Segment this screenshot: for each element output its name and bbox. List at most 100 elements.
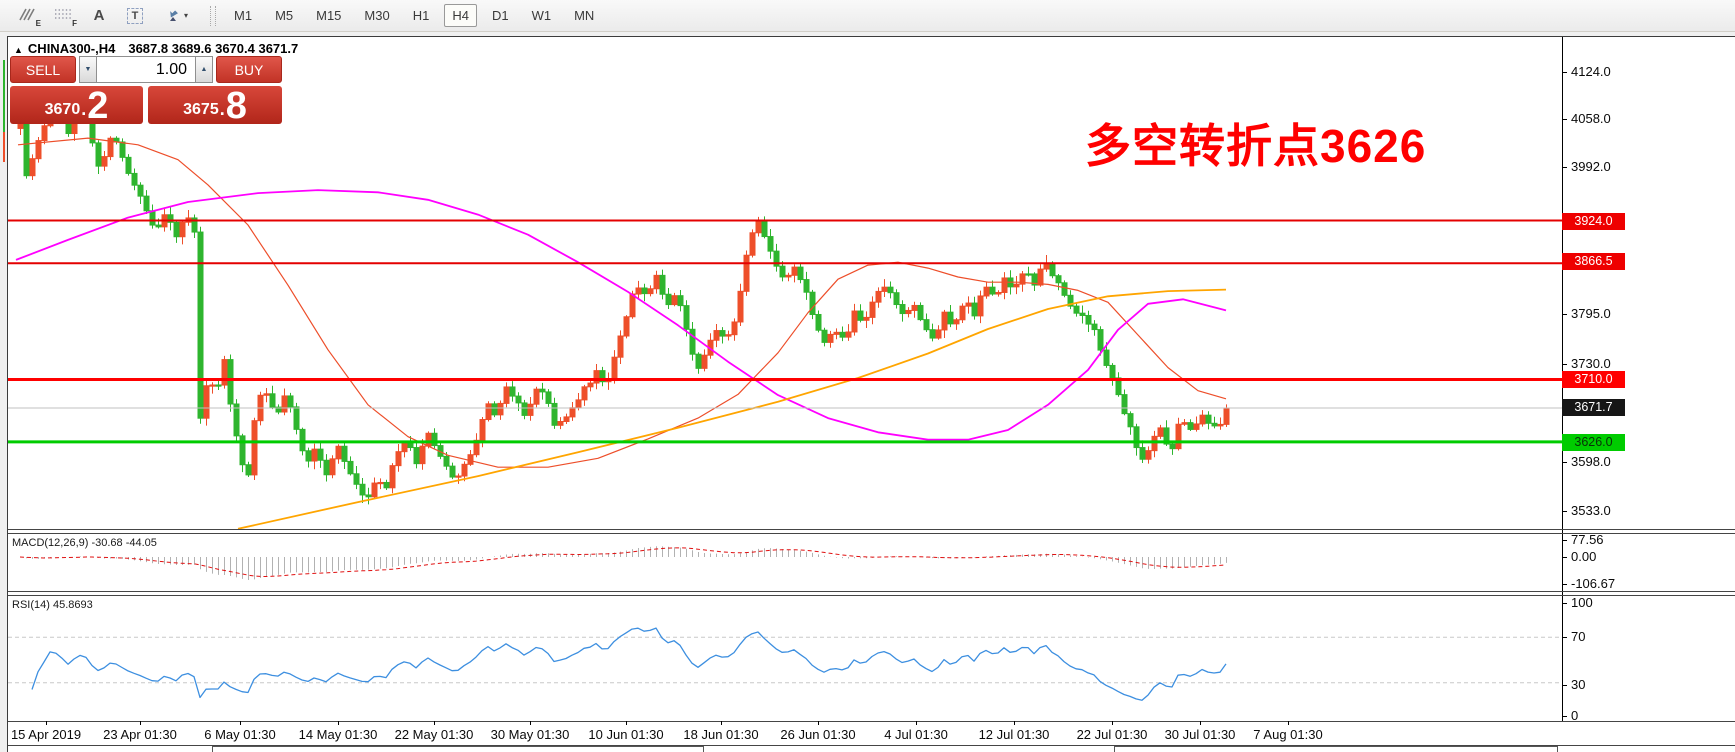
tf-button-m30[interactable]: M30 (364, 8, 390, 23)
price-axis[interactable]: 4124.0 4058.0 3992.0 3795.0 3730.0 3598.0 3533… (1562, 0, 1735, 752)
volume-decrease-button[interactable]: ▼ (79, 56, 97, 83)
text-label-icon[interactable]: T (120, 4, 150, 28)
date-tick (626, 721, 627, 725)
volume-increase-button[interactable]: ▲ (195, 56, 213, 83)
date-tick (1014, 721, 1015, 725)
price-tick-label: 3795.0 (1571, 306, 1611, 321)
grid-dots-icon[interactable]: F (48, 4, 78, 28)
chart-title: ▲ CHINA300-,H4 3687.8 3689.6 3670.4 3671.7 (14, 41, 298, 56)
date-tick (46, 721, 47, 725)
date-label: 15 Apr 2019 (10, 727, 82, 742)
symbol-label: CHINA300-,H4 (27, 41, 116, 56)
background-window-tab[interactable] (212, 746, 704, 752)
tf-button-w1[interactable]: W1 (531, 8, 552, 23)
bid-price-box[interactable]: 3670. 2 (10, 86, 143, 125)
rsi-tick-label: 30 (1571, 677, 1586, 692)
price-tick (1562, 166, 1567, 168)
text-icon[interactable]: A (93, 7, 105, 24)
rsi-label: RSI(14) 45.8693 (12, 599, 93, 611)
macd-tick-label: 77.56 (1571, 532, 1604, 547)
rsi-tick-label: 100 (1571, 595, 1593, 610)
buy-button[interactable]: BUY (216, 56, 282, 83)
background-window-tab[interactable] (1114, 746, 1558, 752)
window-gutter (0, 32, 1735, 37)
trade-controls-row: SELL ▼ ▲ BUY (10, 56, 282, 83)
date-label: 4 Jul 01:30 (884, 727, 948, 742)
macd-tick-label: 0.00 (1571, 549, 1597, 564)
date-label: 30 Jul 01:30 (1164, 727, 1236, 742)
price-tick (1562, 461, 1567, 463)
panel-separator[interactable] (8, 533, 1735, 534)
tf-button-d1[interactable]: D1 (491, 8, 509, 23)
window-gutter-left (0, 37, 7, 752)
date-tick (338, 721, 339, 725)
price-tick (1562, 363, 1567, 365)
date-label: 22 Jul 01:30 (1076, 727, 1148, 742)
panel-separator[interactable] (8, 595, 1735, 596)
moving-average-ma-long (237, 288, 1227, 529)
moving-average-ma-slow (15, 189, 1227, 441)
indicators-hatch-icon[interactable]: E (12, 4, 42, 28)
collapse-triangle-icon[interactable]: ▲ (14, 45, 23, 55)
panel-separator (8, 745, 1735, 746)
dropdown-caret-icon: ▾ (183, 11, 188, 20)
macd-indicator-panel[interactable] (8, 534, 1562, 590)
panel-separator[interactable] (8, 591, 1735, 592)
rsi-tick-label: 0 (1571, 708, 1579, 723)
price-tick-label: 3992.0 (1571, 159, 1611, 174)
price-level-badge: 3671.7 (1562, 398, 1625, 416)
date-tick (818, 721, 819, 725)
date-tick (140, 721, 141, 725)
arrow-objects-icon[interactable]: ▾ (156, 4, 196, 28)
price-level-badge: 3866.5 (1562, 252, 1625, 270)
date-tick (240, 721, 241, 725)
panel-separator[interactable] (8, 529, 1735, 530)
date-tick (1288, 721, 1289, 725)
rsi-tick-label: 70 (1571, 629, 1586, 644)
date-tick (530, 721, 531, 725)
ask-big-digit: 8 (225, 84, 247, 127)
date-label: 18 Jun 01:30 (683, 727, 759, 742)
price-level-badge: 3710.0 (1562, 370, 1625, 388)
icon-sub-label: F (72, 18, 77, 28)
price-tick-label: 4058.0 (1571, 111, 1611, 126)
toolbar-drag-handle[interactable] (210, 5, 216, 26)
chart-window-border (7, 36, 8, 752)
date-label: 6 May 01:30 (204, 727, 276, 742)
date-label: 7 Aug 01:30 (1253, 727, 1323, 742)
date-tick (916, 721, 917, 725)
date-axis[interactable]: 15 Apr 2019 23 Apr 01:30 6 May 01:30 14 May… (8, 721, 1562, 745)
chart-annotation-text: 多空转折点3626 (1085, 120, 1427, 172)
tf-button-mn[interactable]: MN (574, 8, 595, 23)
price-tick-label: 3730.0 (1571, 356, 1611, 371)
arrows-glyph (169, 9, 178, 21)
ohlc-values: 3687.8 3689.6 3670.4 3671.7 (128, 41, 299, 56)
tf-button-h1[interactable]: H1 (412, 8, 430, 23)
price-tick (1562, 510, 1567, 512)
moving-average-ma-fast (17, 137, 1227, 468)
date-label: 22 May 01:30 (394, 727, 474, 742)
panel-separator (8, 721, 1735, 722)
sell-button[interactable]: SELL (10, 56, 76, 83)
date-label: 12 Jul 01:30 (978, 727, 1050, 742)
price-tick (1562, 71, 1567, 73)
price-level-badge: 3626.0 (1562, 433, 1625, 451)
background-chart-sliver-red (3, 132, 5, 162)
date-tick (1200, 721, 1201, 725)
rsi-tick (1562, 715, 1567, 717)
tf-button-m5[interactable]: M5 (275, 8, 294, 23)
volume-input[interactable] (97, 56, 195, 83)
date-tick (1112, 721, 1113, 725)
chart-window-border (7, 36, 1735, 37)
macd-tick (1562, 556, 1567, 558)
date-tick (721, 721, 722, 725)
tf-button-h4-active[interactable]: H4 (444, 4, 477, 27)
price-tick-label: 3533.0 (1571, 503, 1611, 518)
one-click-trade-panel: SELL ▼ ▲ BUY 3670.2 3675.8 (10, 56, 282, 127)
macd-tick (1562, 583, 1567, 585)
tf-button-m15[interactable]: M15 (316, 8, 342, 23)
rsi-indicator-panel[interactable] (8, 596, 1562, 720)
tf-button-m1[interactable]: M1 (234, 8, 253, 23)
ask-price-box[interactable]: 3675. 8 (148, 84, 282, 127)
